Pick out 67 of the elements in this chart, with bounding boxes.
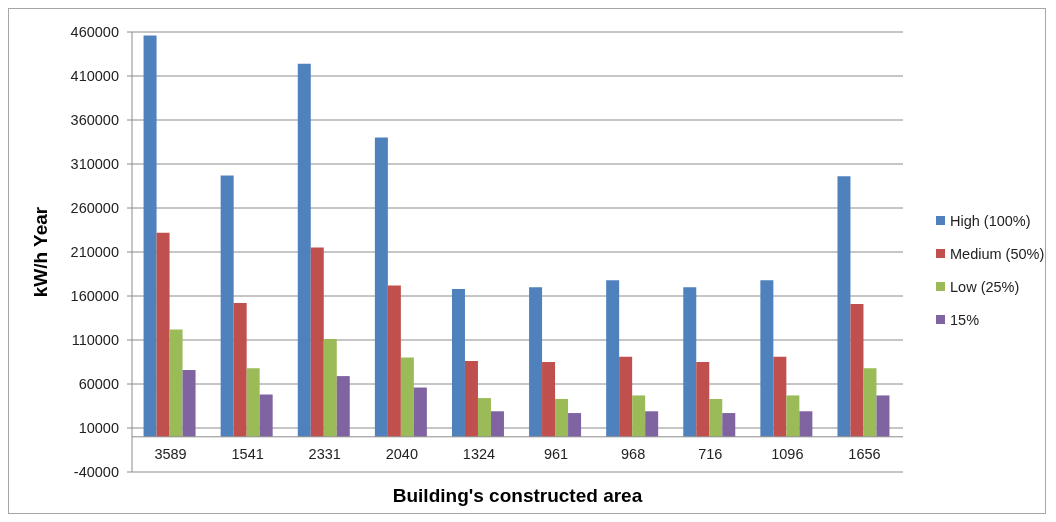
bar bbox=[863, 368, 877, 437]
x-tick-label: 1324 bbox=[462, 446, 496, 463]
legend-label: 15% bbox=[950, 311, 980, 328]
bar bbox=[246, 368, 260, 437]
bar bbox=[374, 137, 388, 437]
bar bbox=[297, 63, 311, 437]
bar bbox=[876, 395, 890, 437]
bar bbox=[606, 280, 620, 437]
y-tick-label: 160000 bbox=[70, 288, 119, 305]
bar bbox=[387, 285, 401, 437]
x-tick-label: 3589 bbox=[154, 446, 187, 463]
bar bbox=[477, 398, 491, 437]
bar bbox=[773, 356, 787, 437]
bar bbox=[799, 411, 813, 437]
bar bbox=[542, 362, 556, 437]
bar bbox=[413, 387, 427, 437]
y-tick-label: 460000 bbox=[70, 24, 119, 41]
x-tick-label: 968 bbox=[621, 446, 646, 463]
bar bbox=[156, 232, 170, 437]
bar bbox=[182, 369, 196, 437]
bar bbox=[451, 288, 465, 437]
bar bbox=[259, 394, 273, 437]
bar bbox=[310, 247, 324, 437]
legend-label: Low (25%) bbox=[950, 278, 1020, 295]
legend-label: Medium (50%) bbox=[950, 245, 1045, 262]
y-axis-title: kW/h Year bbox=[29, 206, 51, 298]
bar bbox=[696, 362, 710, 437]
legend-label: High (100%) bbox=[950, 212, 1031, 229]
y-tick-label: 310000 bbox=[70, 156, 119, 173]
bar bbox=[555, 398, 569, 437]
x-tick-label: 1541 bbox=[231, 446, 264, 463]
x-tick-label: 1096 bbox=[771, 446, 804, 463]
y-tick-label: 360000 bbox=[70, 112, 119, 129]
bar bbox=[336, 376, 350, 437]
y-tick-label: 260000 bbox=[70, 200, 119, 217]
bar bbox=[645, 411, 659, 437]
y-tick-label: 60000 bbox=[78, 376, 119, 393]
bar bbox=[760, 280, 774, 437]
bar bbox=[400, 357, 414, 437]
bar bbox=[850, 303, 864, 437]
bar bbox=[529, 287, 543, 437]
bar bbox=[143, 35, 157, 437]
y-tick-label: 110000 bbox=[71, 332, 119, 349]
bar bbox=[632, 395, 646, 437]
y-tick-label: -40000 bbox=[73, 464, 119, 481]
x-tick-label: 716 bbox=[698, 446, 723, 463]
x-tick-label: 1656 bbox=[848, 446, 881, 463]
y-tick-label: 210000 bbox=[70, 244, 119, 261]
bar bbox=[683, 287, 697, 437]
bar bbox=[619, 356, 633, 437]
bar bbox=[786, 395, 800, 437]
x-tick-label: 2040 bbox=[385, 446, 418, 463]
bar bbox=[709, 398, 723, 437]
bar bbox=[169, 329, 183, 437]
bar bbox=[323, 339, 337, 437]
bar bbox=[568, 413, 582, 437]
bar bbox=[837, 176, 851, 437]
x-tick-label: 2331 bbox=[308, 446, 341, 463]
x-tick-label: 961 bbox=[543, 446, 569, 463]
bar bbox=[490, 411, 504, 437]
bar bbox=[220, 175, 234, 437]
x-axis-title: Building's constructed area bbox=[392, 484, 643, 506]
y-tick-label: 410000 bbox=[70, 68, 119, 85]
y-tick-label: 10000 bbox=[78, 420, 119, 437]
bar bbox=[722, 413, 736, 437]
bar bbox=[464, 361, 478, 437]
bar bbox=[233, 303, 247, 437]
